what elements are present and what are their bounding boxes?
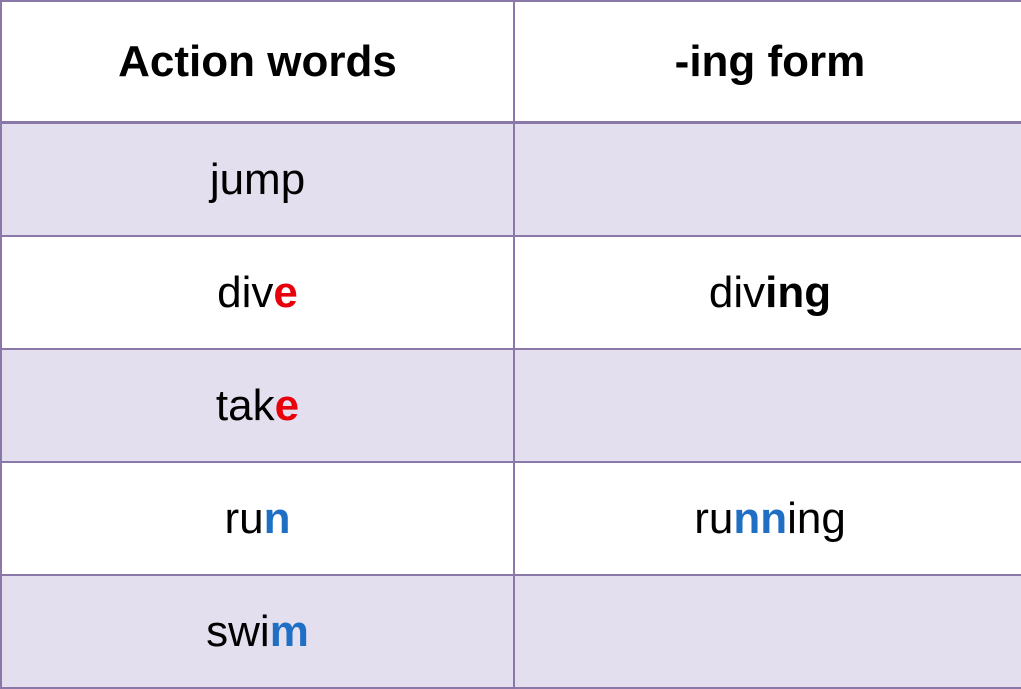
action-word-cell: dive (0, 235, 515, 350)
ing-doubled-letters: nn (733, 493, 788, 543)
word-base: ru (224, 493, 264, 543)
ing-form-cell: running (513, 461, 1021, 576)
word-highlight: e (274, 380, 300, 430)
word-base: swi (206, 606, 270, 656)
ing-suffix: ing (765, 267, 832, 317)
ing-prefix: ru (694, 493, 734, 543)
table-row: dive diving (0, 235, 1021, 350)
ing-form-cell: diving (513, 235, 1021, 350)
table-row: run running (0, 461, 1021, 576)
action-word-cell: run (0, 461, 515, 576)
header-action-words: Action words (0, 0, 515, 124)
table-row: take (0, 348, 1021, 463)
ing-form-cell (513, 348, 1021, 463)
word-base: div (217, 267, 274, 317)
word-base: tak (215, 380, 275, 430)
ing-form-cell (513, 121, 1021, 237)
action-word-cell: swim (0, 574, 515, 689)
ing-form-cell (513, 574, 1021, 689)
word-base: jump (209, 154, 306, 204)
table-header-row: Action words -ing form (0, 0, 1021, 124)
word-highlight: m (269, 606, 309, 656)
word-highlight: e (273, 267, 298, 317)
table-row: jump (0, 121, 1021, 237)
header-ing-form: -ing form (513, 0, 1021, 124)
action-word-cell: take (0, 348, 515, 463)
word-highlight: n (263, 493, 291, 543)
action-word-cell: jump (0, 121, 515, 237)
ing-suffix: ing (787, 493, 846, 543)
ing-prefix: div (708, 267, 766, 317)
table-row: swim (0, 574, 1021, 689)
